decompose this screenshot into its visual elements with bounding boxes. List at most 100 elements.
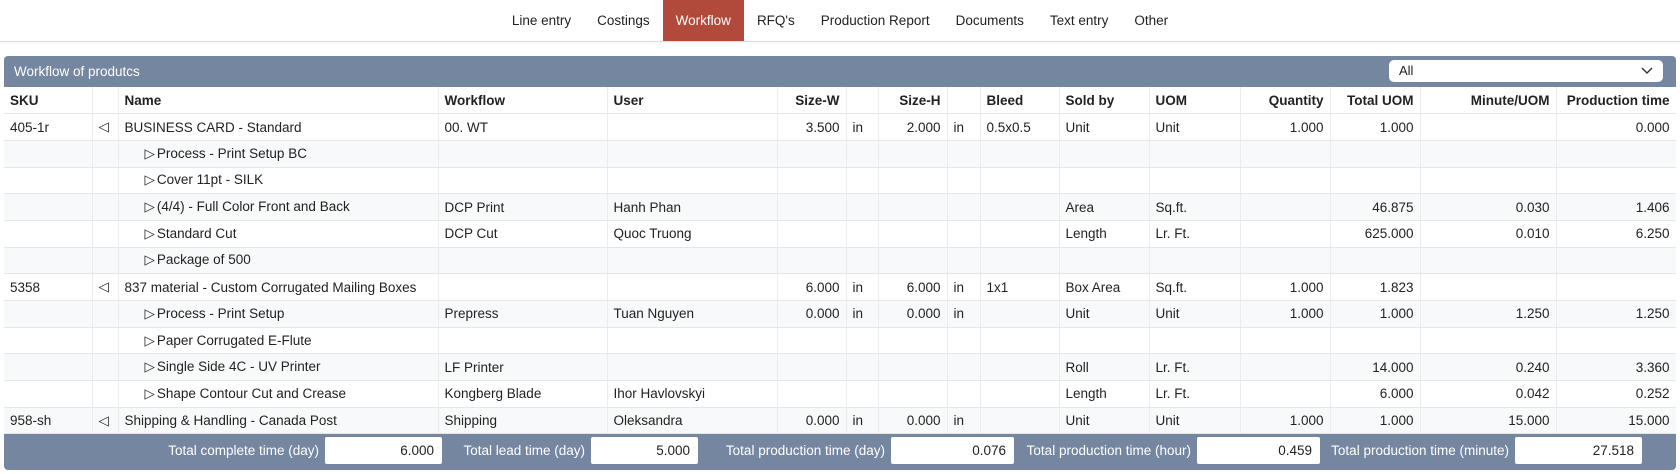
size-w-unit: in xyxy=(852,413,864,429)
column-header: Quantity xyxy=(1240,87,1331,115)
cell xyxy=(777,353,847,382)
cell: 0.000 xyxy=(777,407,847,435)
tab[interactable]: Text entry xyxy=(1049,13,1109,28)
cell: ▷ Process - Print Setup xyxy=(118,300,439,328)
expand-toggle[interactable]: ▷ xyxy=(144,359,155,375)
expand-toggle[interactable]: ▷ xyxy=(144,145,155,161)
collapse-toggle[interactable]: ◁ xyxy=(98,119,109,135)
expand-toggle[interactable]: ▷ xyxy=(144,385,155,401)
tab[interactable]: Documents xyxy=(955,13,1024,28)
cell xyxy=(92,193,119,221)
column-header: Bleed xyxy=(980,87,1060,115)
cell xyxy=(878,380,948,408)
cell xyxy=(1240,140,1331,168)
collapse-toggle[interactable]: ◁ xyxy=(98,412,109,428)
sold-by: Unit xyxy=(1065,413,1090,429)
cell xyxy=(1556,167,1676,195)
cell xyxy=(878,167,948,195)
user: Ihor Havlovskyi xyxy=(613,386,706,402)
name: 837 material - Custom Corrugated Mailing… xyxy=(124,279,417,295)
bleed: 1x1 xyxy=(986,279,1009,295)
cell xyxy=(1059,247,1150,275)
cell xyxy=(980,327,1060,355)
tab[interactable]: Production Report xyxy=(820,13,930,28)
expand-toggle[interactable]: ▷ xyxy=(144,252,155,268)
expand-toggle[interactable]: ▷ xyxy=(144,305,155,321)
total-uom: 6.000 xyxy=(1379,386,1414,402)
expand-toggle[interactable]: ▷ xyxy=(144,172,155,188)
uom: Sq.ft. xyxy=(1155,279,1188,295)
cell: ▷ Shape Contour Cut and Crease xyxy=(118,380,439,408)
cell xyxy=(4,380,93,408)
cell xyxy=(1420,247,1557,275)
step-row: ▷ (4/4) - Full Color Front and Back DCP Pr… xyxy=(4,193,1676,221)
user: Hanh Phan xyxy=(613,199,682,215)
step-row: ▷ Single Side 4C - UV Printer LF Printer Ro… xyxy=(4,353,1676,382)
tab[interactable]: Line entry xyxy=(511,13,572,28)
cell xyxy=(947,327,981,355)
cell xyxy=(607,140,778,168)
cell xyxy=(1420,273,1557,301)
cell xyxy=(4,300,93,328)
cell: Unit xyxy=(1059,113,1150,141)
cell xyxy=(1330,247,1421,275)
cell xyxy=(92,220,119,248)
cell xyxy=(846,193,879,221)
quantity: 1.000 xyxy=(1289,119,1324,135)
cell: in xyxy=(947,113,981,141)
cell: ▷ (4/4) - Full Color Front and Back xyxy=(118,193,439,221)
tab[interactable]: Costings xyxy=(597,13,650,28)
cell: 0.000 xyxy=(1556,113,1676,141)
cell: Lr. Ft. xyxy=(1149,380,1241,408)
name: Single Side 4C - UV Printer xyxy=(156,359,321,375)
cell xyxy=(1059,327,1150,355)
name: Process - Print Setup BC xyxy=(156,145,307,161)
collapse-toggle[interactable]: ◁ xyxy=(98,279,109,295)
cell xyxy=(1330,140,1421,168)
cell: 405-1r xyxy=(4,113,93,141)
cell: 1x1 xyxy=(980,273,1060,301)
cell: Box Area xyxy=(1059,273,1150,301)
tab[interactable]: Workflow xyxy=(662,0,744,41)
expand-toggle[interactable]: ▷ xyxy=(144,332,155,348)
product-row: 405-1r ◁ BUSINESS CARD - Standard 00. WT 3.5… xyxy=(4,113,1676,141)
sold-by: Unit xyxy=(1065,306,1090,322)
user: Quoc Truong xyxy=(613,226,692,242)
cell xyxy=(777,193,847,221)
cell xyxy=(92,353,119,382)
cell: 0.5x0.5 xyxy=(980,113,1060,141)
cell xyxy=(980,300,1060,328)
column-header: Minute/UOM xyxy=(1420,87,1557,115)
size-w-unit: in xyxy=(852,306,864,322)
column-header: Workflow xyxy=(438,87,608,115)
tab[interactable]: Other xyxy=(1134,13,1169,28)
tab[interactable]: RFQ's xyxy=(756,13,795,28)
cell: Sq.ft. xyxy=(1149,193,1241,221)
total-uom: 1.823 xyxy=(1379,279,1414,295)
cell: 0.000 xyxy=(878,407,948,435)
filter-dropdown[interactable]: All xyxy=(1389,60,1663,82)
panel-title: Workflow of produtcs xyxy=(14,64,140,79)
sold-by: Area xyxy=(1065,199,1095,215)
size-h: 6.000 xyxy=(906,279,941,295)
step-row: ▷ Standard Cut DCP Cut Quoc Truong Length Lr.… xyxy=(4,220,1676,248)
expand-toggle[interactable]: ▷ xyxy=(144,199,155,215)
column-header xyxy=(947,87,981,115)
cell xyxy=(980,380,1060,408)
user: Oleksandra xyxy=(613,413,683,429)
cell: 625.000 xyxy=(1330,220,1421,248)
production-time: 0.000 xyxy=(1635,119,1670,135)
cell: in xyxy=(846,113,879,141)
total-uom: 1.000 xyxy=(1379,119,1414,135)
cell xyxy=(438,167,608,195)
name: Process - Print Setup xyxy=(156,305,285,321)
cell xyxy=(4,193,93,221)
total-label: Total production time (minute) xyxy=(1331,443,1509,459)
expand-toggle[interactable]: ▷ xyxy=(144,225,155,241)
column-header: UOM xyxy=(1149,87,1241,115)
cell: ▷ Process - Print Setup BC xyxy=(118,140,439,168)
cell: 1.250 xyxy=(1556,300,1676,328)
cell: ▷ Single Side 4C - UV Printer xyxy=(118,353,439,382)
uom: Unit xyxy=(1155,119,1180,135)
